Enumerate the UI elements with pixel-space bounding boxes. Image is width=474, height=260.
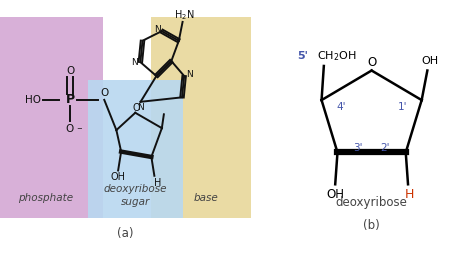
Text: OH: OH: [421, 56, 438, 66]
Text: O: O: [100, 88, 109, 98]
Text: OH: OH: [110, 172, 126, 182]
Text: N: N: [154, 25, 161, 34]
Text: 3': 3': [353, 143, 363, 153]
Text: 5': 5': [297, 51, 308, 61]
Text: CH$_2$OH: CH$_2$OH: [317, 49, 356, 63]
Text: $^-$: $^-$: [75, 126, 83, 136]
Text: N: N: [186, 70, 192, 79]
Text: 4': 4': [336, 102, 346, 112]
Text: 1': 1': [398, 102, 407, 112]
Text: HO: HO: [25, 95, 41, 105]
Text: H$_2$N: H$_2$N: [173, 8, 194, 22]
Bar: [0, 17, 103, 218]
Text: (b): (b): [363, 219, 380, 232]
Text: H: H: [404, 188, 414, 201]
Text: deoxyribose
sugar: deoxyribose sugar: [104, 184, 167, 207]
Text: OH: OH: [326, 188, 344, 201]
Text: O: O: [65, 124, 73, 134]
Text: deoxyribose: deoxyribose: [336, 196, 408, 209]
Text: N: N: [137, 103, 144, 112]
Bar: [88, 80, 183, 218]
Text: (a): (a): [118, 226, 134, 239]
Text: O: O: [133, 103, 140, 113]
Text: phosphate: phosphate: [18, 193, 73, 203]
Bar: [151, 17, 251, 218]
Text: P: P: [66, 93, 75, 106]
Text: O: O: [66, 66, 74, 76]
Text: O: O: [367, 56, 376, 69]
Text: 2': 2': [381, 143, 390, 153]
Text: N: N: [131, 58, 138, 67]
Text: H: H: [154, 178, 161, 187]
Text: base: base: [193, 193, 219, 203]
